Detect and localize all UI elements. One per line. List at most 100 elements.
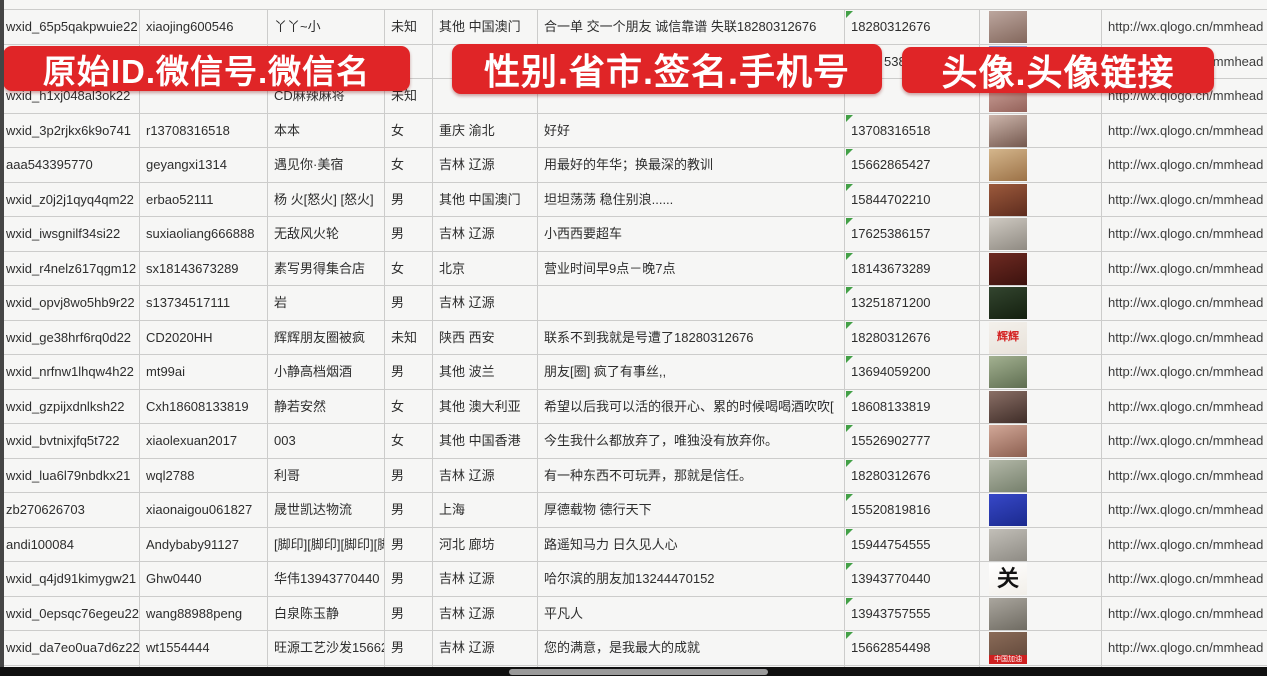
cell-original-id[interactable]: wxid_r4nelz617qgm12 (0, 251, 140, 285)
cell-original-id[interactable]: wxid_q4jd91kimygw21 (0, 562, 140, 596)
cell-region[interactable]: 其他 中国澳门 (433, 10, 538, 44)
cell-gender[interactable]: 女 (385, 113, 433, 147)
cell-wechat-name[interactable]: 辉辉朋友圈被疯 (268, 320, 385, 354)
cell-region[interactable]: 吉林 辽源 (433, 562, 538, 596)
cell-avatar[interactable]: 辉辉 (980, 320, 1102, 354)
cell-wechat-name[interactable]: 丫丫~小 (268, 10, 385, 44)
cell-wechat-name[interactable]: 小静高档烟酒 (268, 355, 385, 389)
cell-gender[interactable]: 女 (385, 424, 433, 458)
cell-phone[interactable]: 15844702210 (845, 182, 980, 216)
cell-region[interactable]: 陕西 西安 (433, 320, 538, 354)
cell-gender[interactable]: 男 (385, 355, 433, 389)
cell-avatar-url[interactable]: http://wx.qlogo.cn/mmhead (1108, 571, 1264, 586)
cell-avatar-url[interactable]: http://wx.qlogo.cn/mmhead (1108, 467, 1264, 483)
avatar[interactable] (989, 356, 1027, 388)
cell-signature[interactable]: 联系不到我就是号遭了18280312676 (538, 320, 845, 354)
cell-original-id[interactable]: wxid_iwsgnilf34si22 (0, 217, 140, 251)
cell-signature[interactable]: 您的满意，是我最大的成就 (538, 631, 845, 665)
avatar[interactable] (989, 425, 1027, 457)
cell-original-id[interactable]: wxid_nrfnw1lhqw4h22 (0, 355, 140, 389)
avatar[interactable] (989, 183, 1027, 216)
cell-phone[interactable] (845, 79, 980, 113)
cell-signature[interactable]: 好好 (538, 113, 845, 147)
cell-wechat-id[interactable]: Andybaby91127 (140, 527, 268, 561)
cell-original-id[interactable]: aaa543395770 (0, 148, 140, 182)
cell-wechat-name[interactable]: 晟世凯达物流 (268, 493, 385, 527)
cell-phone[interactable]: 13943770440 (845, 562, 980, 596)
cell-wechat-name[interactable]: 杨 火[怒火] [怒火] (268, 182, 385, 216)
cell-phone[interactable]: 13708316518 (845, 113, 980, 147)
cell-avatar[interactable]: 关 (980, 562, 1102, 596)
cell-gender[interactable]: 未知 (385, 320, 433, 354)
cell-avatar[interactable] (980, 424, 1102, 458)
cell-avatar[interactable] (980, 148, 1102, 182)
cell-avatar-url[interactable]: http://wx.qlogo.cn/mmhead (1108, 191, 1264, 207)
cell-region[interactable]: 其他 中国香港 (433, 424, 538, 458)
avatar[interactable] (989, 494, 1027, 526)
cell-wechat-name[interactable]: 华伟13943770440 (268, 562, 385, 596)
cell-original-id[interactable]: wxid_0epsqc76egeu22 (0, 596, 140, 630)
cell-signature[interactable] (538, 286, 845, 320)
cell-phone[interactable]: 15662865427 (845, 148, 980, 182)
cell-region[interactable]: 其他 中国澳门 (433, 182, 538, 216)
cell-region[interactable]: 其他 澳大利亚 (433, 389, 538, 423)
cell-avatar-url[interactable]: http://wx.qlogo.cn/mmhead (1108, 226, 1264, 241)
avatar[interactable] (989, 528, 1027, 561)
cell-original-id[interactable]: wxid_da7eo0ua7d6z22 (0, 631, 140, 665)
avatar[interactable] (989, 597, 1027, 630)
cell-wechat-id[interactable]: wang88988peng (140, 596, 268, 630)
cell-region[interactable]: 吉林 辽源 (433, 286, 538, 320)
cell-gender[interactable]: 男 (385, 527, 433, 561)
cell-avatar[interactable] (980, 217, 1102, 251)
cell-signature[interactable]: 哈尔滨的朋友加13244470152 (538, 562, 845, 596)
cell-wechat-id[interactable]: xiaojing600546 (140, 10, 268, 44)
cell-signature[interactable]: 小西西要超车 (538, 217, 845, 251)
cell-wechat-id[interactable]: sx18143673289 (140, 251, 268, 285)
cell-original-id[interactable]: wxid_ge38hrf6rq0d22 (0, 320, 140, 354)
cell-region[interactable]: 北京 (433, 251, 538, 285)
cell-phone[interactable]: 18280312676 (845, 10, 980, 44)
cell-avatar[interactable] (980, 251, 1102, 285)
cell-wechat-id[interactable]: CD2020HH (140, 320, 268, 354)
cell-wechat-id[interactable]: wt1554444 (140, 631, 268, 665)
cell-signature[interactable] (538, 79, 845, 113)
cell-wechat-name[interactable]: 静若安然 (268, 389, 385, 423)
cell-avatar[interactable] (980, 389, 1102, 423)
cell-region[interactable]: 其他 波兰 (433, 355, 538, 389)
avatar[interactable] (989, 390, 1027, 423)
cell-wechat-name[interactable]: 岩 (268, 286, 385, 320)
cell-avatar-url[interactable]: http://wx.qlogo.cn/mmhead (1108, 640, 1264, 655)
cell-wechat-id[interactable]: erbao52111 (140, 182, 268, 216)
cell-signature[interactable]: 用最好的年华；换最深的教训 (538, 148, 845, 182)
cell-wechat-name[interactable]: 素写男得集合店 (268, 251, 385, 285)
avatar[interactable] (989, 11, 1027, 43)
cell-avatar[interactable] (980, 286, 1102, 320)
cell-avatar[interactable] (980, 527, 1102, 561)
cell-region[interactable]: 上海 (433, 493, 538, 527)
cell-signature[interactable]: 厚德载物 德行天下 (538, 493, 845, 527)
cell-wechat-name[interactable]: 利哥 (268, 458, 385, 492)
cell-region[interactable]: 吉林 辽源 (433, 458, 538, 492)
cell-avatar-url[interactable]: http://wx.qlogo.cn/mmhead (1108, 260, 1264, 276)
cell-gender[interactable]: 男 (385, 458, 433, 492)
cell-region[interactable]: 吉林 辽源 (433, 596, 538, 630)
cell-wechat-id[interactable]: geyangxi1314 (140, 148, 268, 182)
cell-gender[interactable]: 男 (385, 631, 433, 665)
cell-phone[interactable]: 17625386157 (845, 217, 980, 251)
cell-wechat-name[interactable]: 遇见你·美宿 (268, 148, 385, 182)
cell-region[interactable]: 吉林 辽源 (433, 631, 538, 665)
cell-wechat-id[interactable]: Cxh18608133819 (140, 389, 268, 423)
cell-wechat-name[interactable]: [脚印][脚印][脚印][脚印] (268, 527, 385, 561)
cell-wechat-id[interactable]: s13734517111 (140, 286, 268, 320)
cell-gender[interactable]: 女 (385, 389, 433, 423)
avatar[interactable] (989, 149, 1027, 181)
cell-wechat-name[interactable]: 003 (268, 424, 385, 458)
cell-gender[interactable]: 女 (385, 148, 433, 182)
cell-signature[interactable]: 今生我什么都放弃了，唯独没有放弃你。 (538, 424, 845, 458)
cell-region[interactable]: 重庆 渝北 (433, 113, 538, 147)
cell-avatar[interactable] (980, 355, 1102, 389)
cell-wechat-name[interactable]: 白泉陈玉静 (268, 596, 385, 630)
cell-avatar-url[interactable]: http://wx.qlogo.cn/mmhead (1108, 295, 1264, 310)
cell-avatar-url[interactable]: http://wx.qlogo.cn/mmhead (1108, 605, 1264, 621)
cell-avatar-url[interactable]: http://wx.qlogo.cn/mmhead (1108, 19, 1264, 34)
